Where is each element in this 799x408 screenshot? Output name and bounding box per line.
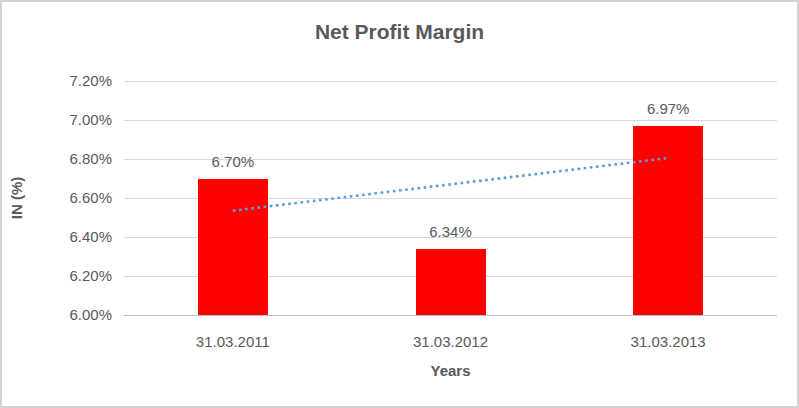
y-axis-title-text: IN (%) [8, 177, 25, 220]
y-tick-label: 6.80% [32, 150, 112, 168]
x-axis-line [124, 315, 777, 316]
data-label: 6.97% [623, 100, 713, 118]
y-tick-label: 6.40% [32, 228, 112, 246]
y-tick-label: 7.20% [32, 72, 112, 90]
y-tick-label: 6.60% [32, 189, 112, 207]
y-tick-label: 6.00% [32, 306, 112, 324]
y-tick-label: 7.00% [32, 111, 112, 129]
data-label: 6.70% [188, 153, 278, 171]
x-axis-title: Years [124, 362, 777, 379]
x-tick-label: 31.03.2011 [163, 333, 303, 350]
x-tick-label: 31.03.2012 [381, 333, 521, 350]
chart-title: Net Profit Margin [2, 20, 797, 44]
data-label: 6.34% [406, 223, 496, 241]
y-tick-label: 6.20% [32, 267, 112, 285]
chart-frame: Net Profit Margin IN (%) 7.20% 7.00% 6.80%… [0, 0, 799, 408]
linear-trendline [233, 158, 668, 211]
x-tick-label: 31.03.2013 [598, 333, 738, 350]
